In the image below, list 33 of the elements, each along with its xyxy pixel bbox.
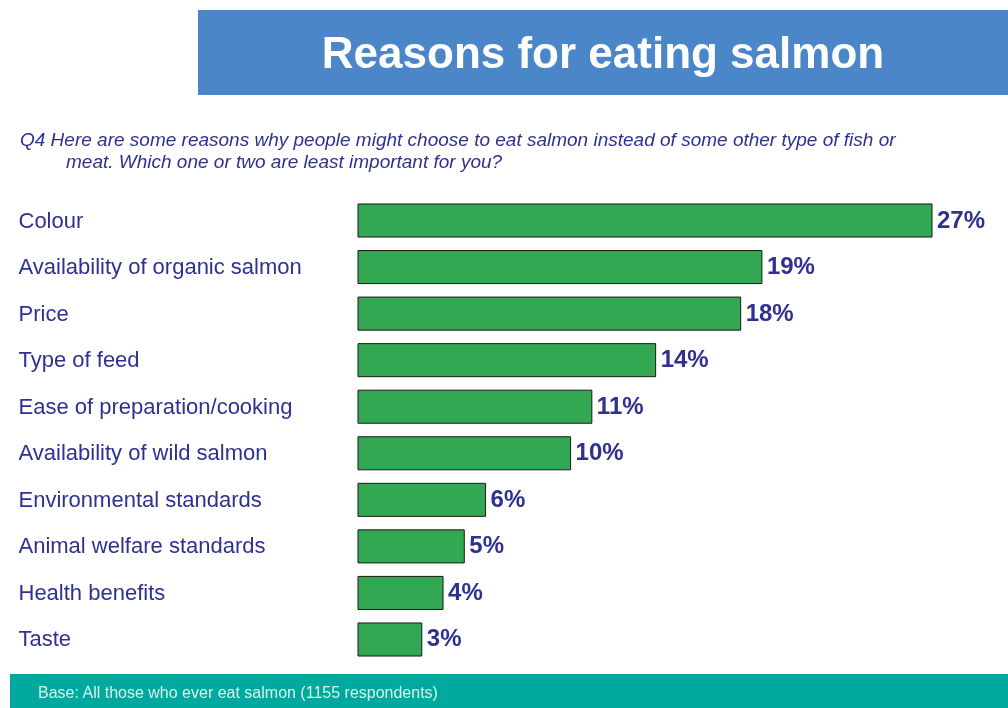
data-label: 27% xyxy=(937,205,986,233)
y-tick-label: Availability of wild salmon xyxy=(18,440,268,466)
y-tick-label: Health benefits xyxy=(18,579,166,605)
data-label: 5% xyxy=(469,531,504,559)
bar xyxy=(357,575,444,610)
bar xyxy=(357,343,657,378)
y-tick-label: Environmental standards xyxy=(18,486,262,512)
bar xyxy=(357,436,572,471)
text: Base: All those who ever eat salmon (1155 respondents) xyxy=(10,674,1008,708)
chart-title: Reasons for eating salmon xyxy=(321,27,885,78)
bar xyxy=(357,203,933,238)
y-tick-label: Price xyxy=(18,300,69,326)
y-tick-label: Type of feed xyxy=(18,347,140,373)
data-label: 6% xyxy=(490,484,526,512)
chart-subtitle: Q4 Here are some reasons why people might choose to eat salmon instead of some other type of fish or meat. Which one or two are least important for you? xyxy=(20,129,897,173)
bar xyxy=(357,482,487,517)
y-tick-label: Taste xyxy=(18,626,72,652)
bar xyxy=(357,250,763,285)
y-tick-label: Availability of organic salmon xyxy=(18,254,302,280)
data-label: 18% xyxy=(745,298,794,326)
y-tick-label: Animal welfare standards xyxy=(18,533,266,559)
data-label: 3% xyxy=(426,624,462,652)
y-tick-label: Ease of preparation/cooking xyxy=(18,393,293,419)
bar xyxy=(357,529,465,564)
data-label: 4% xyxy=(448,577,483,605)
data-label: 14% xyxy=(660,345,709,373)
bar xyxy=(357,389,593,424)
bar xyxy=(357,296,742,331)
bar xyxy=(357,622,423,657)
data-label: 19% xyxy=(766,252,815,280)
y-tick-label: Colour xyxy=(18,207,84,233)
data-label: 11% xyxy=(596,391,644,419)
data-label: 10% xyxy=(575,438,624,466)
